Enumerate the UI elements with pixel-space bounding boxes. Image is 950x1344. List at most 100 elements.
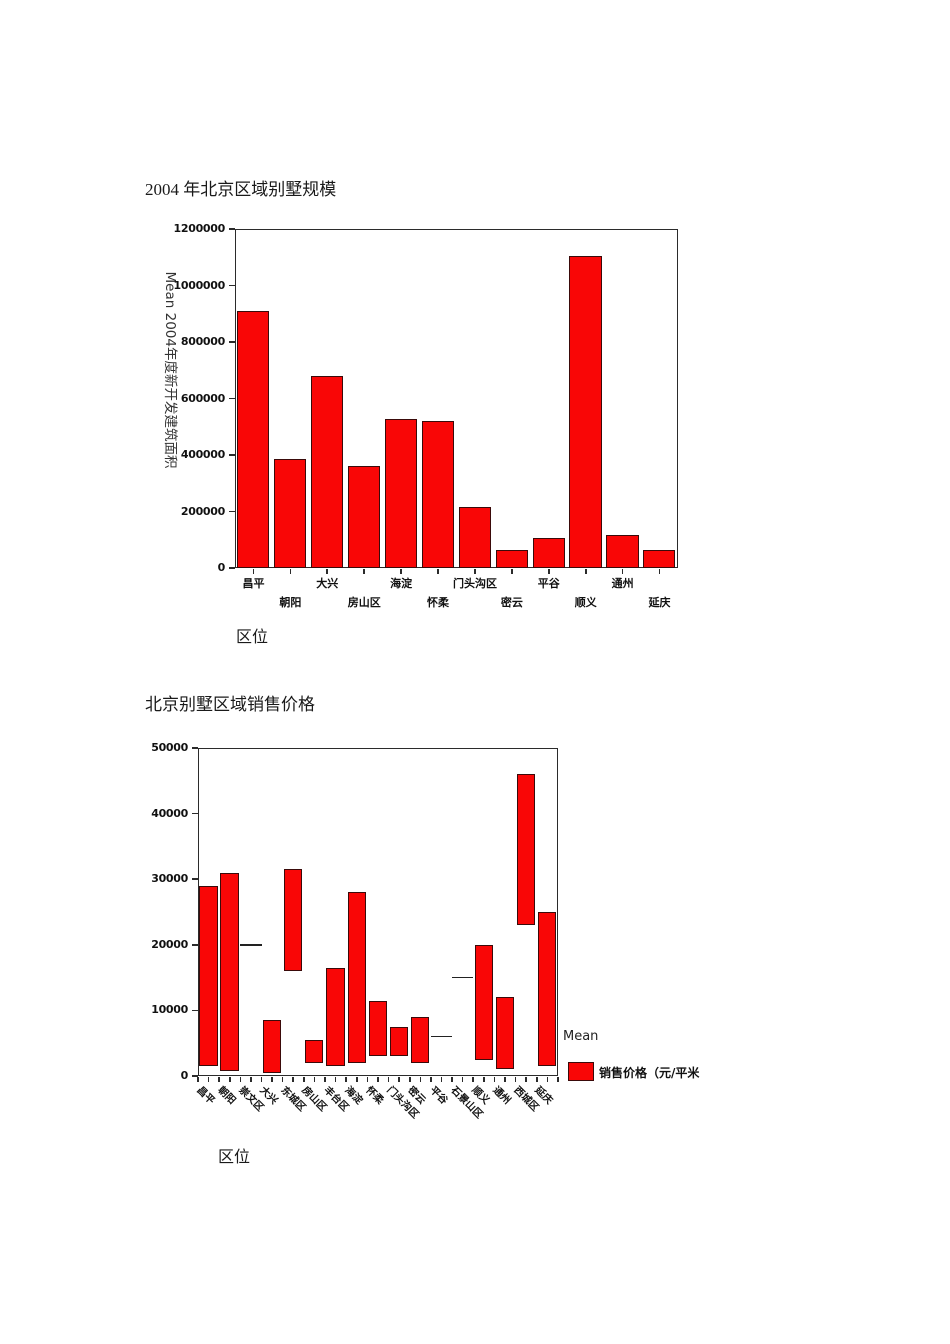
- y-tick-mark: [229, 454, 235, 456]
- x-cat-label-海淀: 海淀: [390, 577, 413, 590]
- x-cat-label-怀柔: 怀柔: [427, 596, 450, 609]
- x-tick-mark: [584, 569, 587, 574]
- x-tick-mark: [334, 1077, 337, 1082]
- x-tick-mark: [289, 569, 292, 574]
- y-tick-label: 10000: [151, 1003, 188, 1017]
- y-tick-mark: [229, 341, 235, 343]
- y-tick-mark: [229, 510, 235, 513]
- x-cat-label-房山区: 房山区: [347, 596, 381, 609]
- bar-大兴: [311, 375, 344, 568]
- x-tick-mark: [514, 1077, 517, 1082]
- x-cat-label-通州: 通州: [611, 577, 634, 590]
- bar-海淀: [384, 419, 418, 568]
- x-tick-mark: [313, 1077, 316, 1082]
- mean-dash-崇文区: [240, 944, 262, 946]
- x-tick-mark: [472, 1077, 475, 1082]
- x-tick-mark: [658, 569, 661, 574]
- range-bar-通州: [495, 997, 515, 1070]
- bar-平谷: [532, 537, 565, 568]
- y-tick-mark: [192, 1075, 198, 1077]
- x-tick-mark: [557, 1077, 559, 1082]
- y-tick-label: 800000: [180, 335, 225, 348]
- x-cat-label-顺义: 顺义: [574, 596, 597, 609]
- x-tick-mark: [547, 569, 550, 574]
- y-tick-label: 40000: [151, 806, 188, 820]
- x-tick-mark: [504, 1077, 506, 1082]
- x-tick-mark: [400, 569, 402, 574]
- y-tick-mark: [229, 567, 235, 569]
- y-tick-label: 400000: [180, 448, 225, 461]
- range-bar-昌平: [199, 885, 218, 1067]
- bar-门头沟区: [458, 507, 491, 568]
- y-tick-label: 200000: [180, 504, 225, 518]
- x-tick-mark: [239, 1077, 242, 1082]
- x-tick-mark: [292, 1077, 295, 1082]
- bar-朝阳: [274, 459, 307, 568]
- x-cat-label-朝阳: 朝阳: [279, 596, 302, 609]
- x-tick-mark: [536, 1077, 538, 1082]
- x-cat-label-平谷: 平谷: [537, 577, 560, 590]
- x-tick-mark: [483, 1077, 485, 1082]
- bar-密云: [495, 550, 528, 568]
- x-tick-mark: [228, 1077, 231, 1082]
- y-tick-mark: [192, 747, 198, 749]
- x-tick-mark: [387, 1077, 390, 1082]
- x-tick-mark: [303, 1077, 305, 1082]
- x-tick-mark: [281, 1077, 284, 1082]
- range-bar-延庆: [538, 912, 557, 1067]
- range-bar-密云: [411, 1016, 430, 1063]
- bar-延庆: [643, 550, 676, 568]
- y-tick-mark: [229, 228, 235, 230]
- chart2-legend-swatch: [568, 1062, 594, 1081]
- range-bar-丰台区: [326, 967, 345, 1067]
- chart2-x-axis-title: 区位: [218, 1147, 251, 1166]
- y-tick-mark: [229, 397, 235, 400]
- range-bar-西城区: [516, 774, 536, 926]
- x-tick-mark: [218, 1077, 220, 1082]
- x-cat-label-昌平: 昌平: [242, 577, 265, 590]
- x-tick-mark: [437, 569, 439, 574]
- mean-dash-平谷: [430, 1035, 453, 1038]
- range-bar-海淀: [347, 892, 366, 1063]
- bar-怀柔: [421, 421, 454, 568]
- chart2-legend-label: 销售价格（元/平米: [599, 1066, 700, 1080]
- x-tick-mark: [250, 1077, 252, 1082]
- y-tick-label: 50000: [151, 741, 188, 754]
- y-tick-mark: [229, 284, 235, 287]
- x-tick-mark: [324, 1077, 326, 1082]
- x-cat-label-密云: 密云: [500, 596, 523, 609]
- x-tick-mark: [419, 1077, 422, 1082]
- range-bar-房山区: [305, 1039, 324, 1063]
- y-tick-label: 30000: [151, 872, 188, 886]
- chart1-doc-title: 2004 年北京区域别墅规模: [145, 180, 337, 199]
- x-tick-mark: [493, 1077, 496, 1082]
- y-tick-label: 0: [217, 561, 226, 574]
- x-tick-mark: [440, 1077, 443, 1082]
- chart2-legend-title: Mean: [563, 1029, 599, 1044]
- y-tick-mark: [192, 1009, 198, 1012]
- range-bar-朝阳: [220, 872, 239, 1071]
- x-cat-label-平谷: 平谷: [426, 1084, 449, 1107]
- range-bar-门头沟区: [389, 1026, 409, 1057]
- x-cat-label-门头沟区: 门头沟区: [452, 577, 497, 590]
- x-tick-mark: [363, 569, 365, 574]
- x-tick-mark: [326, 569, 329, 574]
- x-tick-mark: [525, 1077, 528, 1082]
- range-bar-怀柔: [368, 1000, 387, 1057]
- x-tick-mark: [366, 1077, 369, 1082]
- chart1-x-axis-title: 区位: [236, 627, 269, 646]
- mean-dash-石景山区: [452, 976, 474, 979]
- y-tick-mark: [192, 812, 198, 815]
- plot-frame: [235, 229, 678, 568]
- chart2-doc-title: 北京别墅区域销售价格: [145, 695, 315, 714]
- x-tick-mark: [207, 1077, 210, 1082]
- y-tick-label: 1000000: [173, 278, 226, 292]
- x-tick-mark: [345, 1077, 348, 1082]
- x-tick-mark: [474, 569, 476, 574]
- x-tick-mark: [408, 1077, 411, 1082]
- bar-房山区: [347, 466, 381, 568]
- x-cat-label-通州: 通州: [490, 1084, 513, 1107]
